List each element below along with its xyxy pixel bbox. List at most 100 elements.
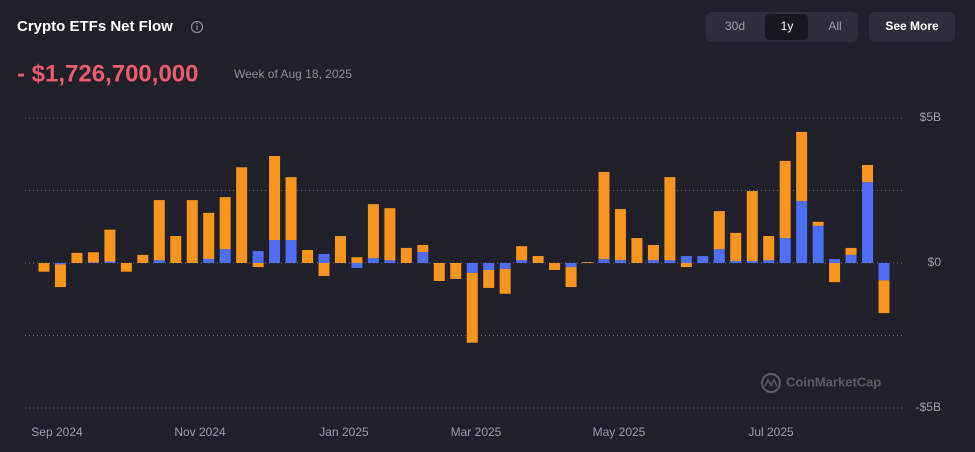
bar-segment: [38, 263, 50, 272]
bar-segment: [796, 200, 808, 263]
bar-segment: [334, 236, 346, 263]
bar-segment: [120, 263, 132, 272]
bar-segment: [796, 131, 808, 201]
bar-segment: [219, 197, 231, 250]
bar-segment: [812, 221, 824, 226]
bar-segment: [730, 260, 742, 263]
bar-segment: [878, 263, 890, 281]
bar-segment: [532, 256, 544, 263]
bar-segment: [582, 262, 594, 263]
y-tick-label: -$5B: [916, 400, 941, 414]
range-active: [765, 14, 808, 40]
bar-segment: [483, 269, 495, 288]
bar-segment: [104, 261, 116, 263]
bar-segment: [713, 249, 725, 263]
bar-segment: [417, 245, 429, 252]
bar-segment: [400, 247, 412, 263]
bar-segment: [318, 254, 330, 263]
bar-segment: [730, 232, 742, 261]
bar-segment: [647, 245, 659, 261]
bar-segment: [203, 212, 215, 259]
bar-segment: [829, 263, 841, 283]
bar-segment: [549, 263, 561, 270]
bar-segment: [186, 200, 198, 263]
bar-segment: [614, 209, 626, 261]
bar-segment: [54, 263, 66, 265]
info-icon[interactable]: [190, 20, 204, 34]
bar-segment: [647, 260, 659, 263]
bar-segment: [71, 252, 83, 263]
bar-segment: [664, 260, 676, 263]
bar-segment: [367, 204, 379, 259]
bar-segment: [236, 167, 248, 263]
see-more-button[interactable]: [869, 12, 955, 42]
headline-note: Week of Aug 18, 2025: [234, 67, 352, 81]
bar-segment: [631, 238, 643, 263]
bar-segment: [598, 171, 610, 259]
x-tick-label: Jul 2025: [748, 425, 794, 439]
bar-segment: [433, 263, 445, 281]
bar-segment: [878, 280, 890, 314]
title: Crypto ETFs Net Flow: [17, 18, 173, 35]
bar-segment: [598, 258, 610, 263]
bar-segment: [499, 263, 511, 269]
bar-segment: [862, 182, 874, 263]
bar-segment: [137, 254, 149, 263]
bar-segment: [845, 254, 857, 263]
bar-segment: [54, 264, 66, 288]
bar-segment: [697, 256, 709, 263]
bar-segment: [351, 257, 363, 263]
bar-segment: [763, 236, 775, 261]
bar-segment: [483, 263, 495, 270]
bar-segment: [466, 272, 478, 343]
bar-segment: [763, 260, 775, 263]
bar-segment: [269, 240, 281, 263]
x-tick-label: Jan 2025: [319, 425, 369, 439]
bar-segment: [104, 229, 116, 262]
x-tick-label: May 2025: [593, 425, 646, 439]
range-button[interactable]: 1y: [781, 19, 794, 33]
bar-segment: [450, 263, 462, 279]
see-more-label[interactable]: See More: [885, 19, 939, 33]
bar-segment: [746, 191, 758, 261]
bar-segment: [367, 258, 379, 263]
bar-segment: [384, 208, 396, 261]
bar-segment: [812, 225, 824, 263]
bar-segment: [252, 263, 264, 268]
bar-segment: [466, 263, 478, 273]
range-button[interactable]: 30d: [725, 19, 745, 33]
bar-segment: [499, 268, 511, 294]
bar-segment: [664, 177, 676, 261]
bar-segment: [614, 260, 626, 263]
bar-segment: [302, 249, 314, 263]
bar-segment: [285, 240, 297, 263]
y-tick-label: $0: [928, 255, 942, 269]
bar-segment: [285, 177, 297, 241]
bar-segment: [779, 238, 791, 263]
bar-segment: [746, 260, 758, 263]
watermark: CoinMarketCap: [761, 373, 881, 393]
headline: - $1,726,700,000: [17, 60, 199, 87]
bar-segment: [516, 260, 528, 263]
watermark-text: CoinMarketCap: [786, 374, 881, 389]
bar-segment: [153, 260, 165, 263]
bar-segment: [565, 263, 577, 268]
bar-segment: [565, 267, 577, 288]
bar-segment: [153, 200, 165, 261]
bar-segment: [862, 164, 874, 183]
bar-segment: [680, 256, 692, 263]
bar-segment: [318, 263, 330, 277]
x-tick-label: Nov 2024: [174, 425, 226, 439]
bar-segment: [170, 236, 182, 263]
bar-segment: [713, 211, 725, 250]
bar-segment: [417, 251, 429, 263]
y-tick-label: $5B: [920, 110, 941, 124]
x-tick-label: Sep 2024: [31, 425, 83, 439]
bar-segment: [845, 247, 857, 255]
bar-segment: [829, 258, 841, 263]
bar-segment: [779, 160, 791, 239]
range-button[interactable]: All: [828, 19, 841, 33]
bar-segment: [252, 251, 264, 263]
bar-segment: [87, 262, 99, 263]
